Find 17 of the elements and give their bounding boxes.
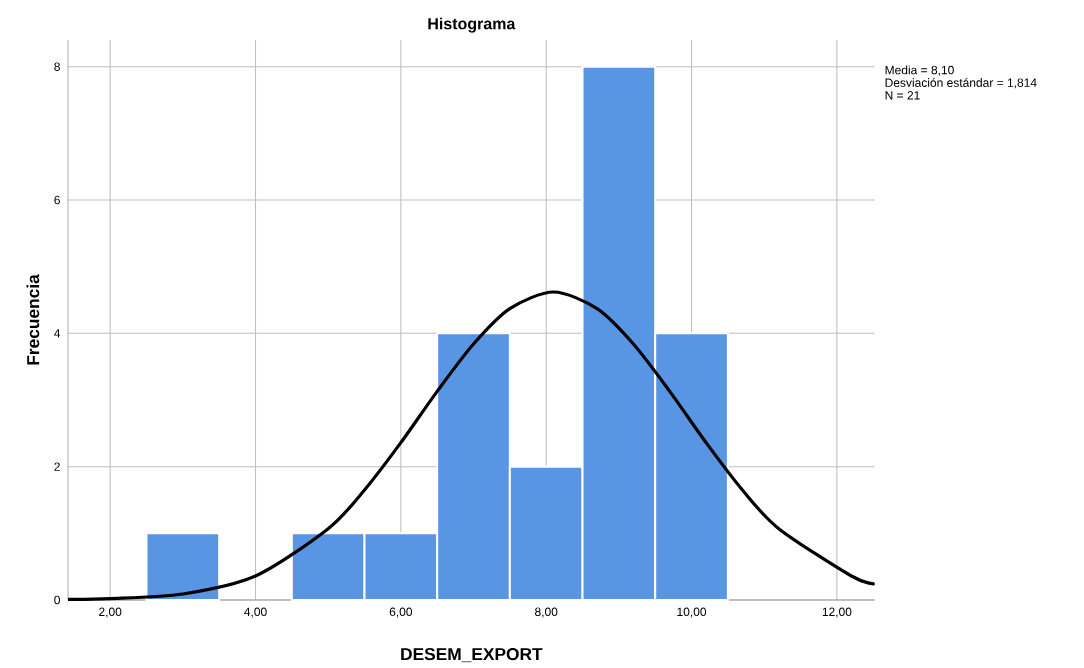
text: N = 21 — [885, 91, 920, 100]
x-tick-label: 12,00 — [822, 607, 852, 618]
y-tick-label: 4 — [54, 329, 61, 338]
x-tick-label: 8,00 — [535, 607, 558, 618]
y-tick-label: 0 — [54, 595, 60, 605]
text: Desviación estándar = 1,814 — [885, 77, 1037, 89]
x-tick-label: 6,00 — [389, 607, 413, 618]
y-tick-label: 6 — [54, 195, 60, 205]
y-tick-label: 2 — [54, 462, 60, 471]
text: Media = 8,10 — [885, 65, 954, 76]
y-axis-title: Frecuencia — [26, 274, 40, 365]
x-axis-title: DESEM_EXPORT — [401, 647, 543, 663]
y-tick-label: 8 — [54, 62, 60, 71]
x-tick-label: 10,00 — [677, 607, 707, 618]
x-tick-label: 4,00 — [244, 607, 267, 618]
x-tick-label: 2,00 — [99, 607, 122, 618]
chart-title: Histograma — [428, 17, 516, 33]
